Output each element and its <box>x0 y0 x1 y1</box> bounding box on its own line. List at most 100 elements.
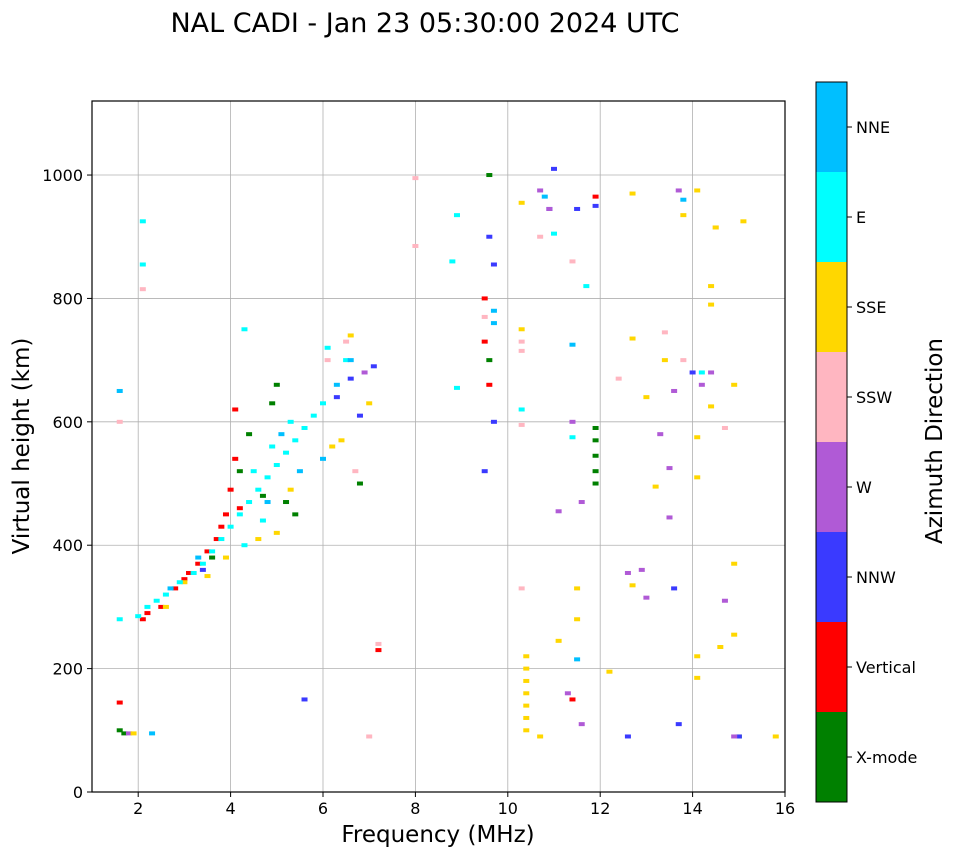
data-point <box>273 463 280 468</box>
data-point <box>449 259 456 264</box>
data-point <box>283 500 290 505</box>
data-point <box>324 345 331 350</box>
data-point <box>356 481 363 486</box>
colorbar-swatch <box>816 712 847 802</box>
data-point <box>139 287 146 292</box>
data-point <box>731 382 738 387</box>
data-point <box>209 555 216 560</box>
data-point <box>574 586 581 591</box>
data-point <box>518 422 525 427</box>
data-point <box>269 401 276 406</box>
data-point <box>486 173 493 178</box>
data-point <box>694 654 701 659</box>
colorbar-tick-label: X-mode <box>856 748 917 767</box>
data-point <box>255 487 262 492</box>
data-point <box>135 614 142 619</box>
data-point <box>259 518 266 523</box>
data-point <box>222 555 229 560</box>
data-point <box>523 703 530 708</box>
data-point <box>523 715 530 720</box>
data-point <box>731 734 738 739</box>
x-tick-label: 16 <box>775 799 795 818</box>
y-tick-label: 200 <box>52 660 83 679</box>
data-point <box>218 524 225 529</box>
colorbar-swatch <box>816 442 847 532</box>
data-point <box>181 577 188 582</box>
data-point <box>236 469 243 474</box>
data-point <box>592 438 599 443</box>
data-point <box>708 284 715 289</box>
colorbar-swatch <box>816 82 847 172</box>
data-point <box>518 327 525 332</box>
data-point <box>209 549 216 554</box>
series-nnw <box>199 166 742 739</box>
data-point <box>490 262 497 267</box>
data-point <box>125 731 132 736</box>
data-point <box>292 438 299 443</box>
data-point <box>772 734 779 739</box>
data-point <box>130 731 137 736</box>
data-point <box>195 555 202 560</box>
data-point <box>241 543 248 548</box>
y-tick-label: 400 <box>52 536 83 555</box>
colorbar-swatch <box>816 532 847 622</box>
data-point <box>583 284 590 289</box>
data-point <box>694 675 701 680</box>
data-point <box>486 382 493 387</box>
data-point <box>176 580 183 585</box>
data-point <box>721 425 728 430</box>
series-sse <box>130 188 779 739</box>
data-point <box>375 648 382 653</box>
data-point <box>694 435 701 440</box>
data-point <box>199 561 206 566</box>
data-point <box>287 487 294 492</box>
data-point <box>694 475 701 480</box>
series-x-mode <box>116 173 742 739</box>
data-point <box>569 419 576 424</box>
y-tick-label: 600 <box>52 413 83 432</box>
data-point <box>731 632 738 637</box>
colorbar-tick-label: SSE <box>856 298 886 317</box>
data-point <box>264 500 271 505</box>
data-point <box>158 604 165 609</box>
data-point <box>412 176 419 181</box>
data-point <box>153 598 160 603</box>
y-axis-label: Virtual height (km) <box>9 338 35 555</box>
data-point <box>213 537 220 542</box>
x-tick-label: 10 <box>498 799 518 818</box>
data-point <box>486 234 493 239</box>
colorbar-tick-label: W <box>856 478 872 497</box>
data-point <box>546 206 553 211</box>
data-point <box>324 358 331 363</box>
data-point <box>518 586 525 591</box>
data-point <box>717 645 724 650</box>
data-point <box>523 678 530 683</box>
colorbar-label: Azimuth Direction <box>922 338 948 544</box>
data-point <box>375 641 382 646</box>
y-axis: 0 200 400 600 800 1000 <box>42 166 92 802</box>
colorbar-swatch <box>816 172 847 262</box>
data-point <box>615 376 622 381</box>
data-point <box>347 358 354 363</box>
data-point <box>144 604 151 609</box>
data-point <box>320 401 326 406</box>
data-point <box>116 419 123 424</box>
colorbar-tick-label: NNE <box>856 118 890 137</box>
data-point <box>343 339 350 344</box>
data-point <box>236 512 243 517</box>
data-point <box>259 493 266 498</box>
data-point <box>592 469 599 474</box>
data-point <box>657 432 664 437</box>
data-point <box>149 731 156 736</box>
data-point <box>671 586 678 591</box>
data-point <box>227 487 234 492</box>
data-point <box>606 669 613 674</box>
data-point <box>232 407 239 412</box>
colorbar-tick-label: Vertical <box>856 658 916 677</box>
x-axis: 2 4 6 8 10 12 14 16 <box>133 792 795 818</box>
data-point <box>453 213 460 218</box>
data-point <box>555 509 562 514</box>
data-point <box>412 243 419 248</box>
colorbar-swatch <box>816 352 847 442</box>
x-tick-label: 8 <box>410 799 420 818</box>
